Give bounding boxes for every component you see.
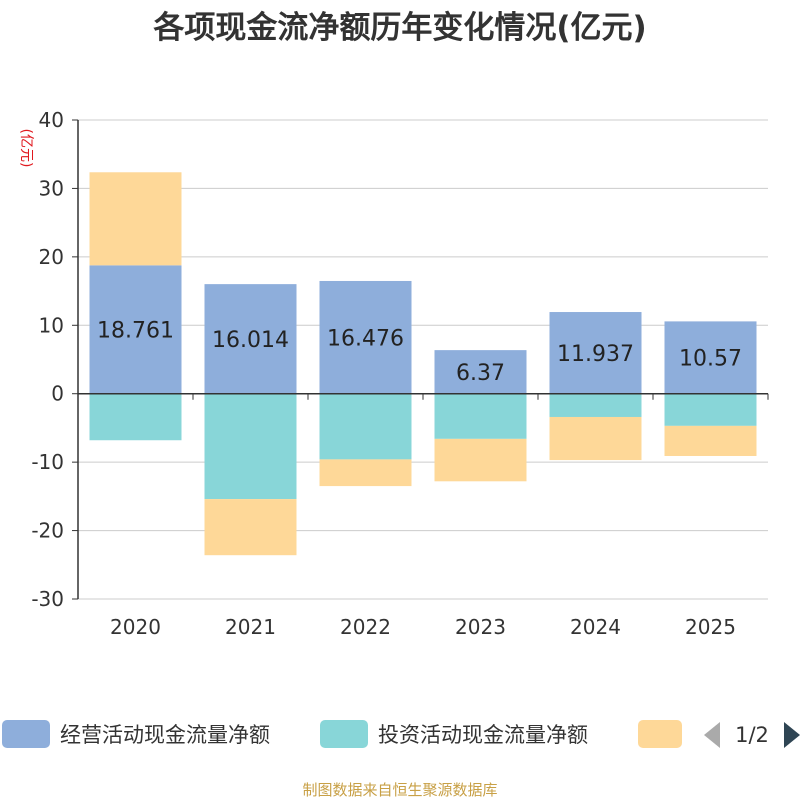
bar-labels: 18.761 16.014 16.476 6.37 11.937 10.57: [97, 319, 742, 386]
x-tick-label: 2023: [455, 615, 506, 639]
x-tick-label: 2024: [570, 615, 621, 639]
legend-swatch-financing[interactable]: [638, 720, 682, 748]
bar-2025-series-2[interactable]: [664, 425, 757, 456]
bar-2020-series-1[interactable]: [89, 393, 182, 441]
legend-next-icon[interactable]: [784, 722, 800, 748]
y-tick-label: -30: [31, 587, 64, 611]
bar-2022-series-2[interactable]: [319, 459, 412, 487]
bar-2024-series-0[interactable]: [549, 312, 642, 394]
x-tick-label: 2022: [340, 615, 391, 639]
y-tick-label: -10: [31, 450, 64, 474]
bar-value-label: 16.476: [327, 326, 404, 351]
bar-value-label: 6.37: [456, 361, 505, 386]
y-tick-label: 20: [39, 245, 64, 269]
y-tick-label: 10: [39, 313, 64, 337]
bar-2022-series-0[interactable]: [319, 280, 412, 394]
x-tick-label: 2020: [110, 615, 161, 639]
bar-2025-series-1[interactable]: [664, 393, 757, 426]
y-tick-label: -20: [31, 519, 64, 543]
bar-2022-series-1[interactable]: [319, 393, 412, 460]
axes: [72, 119, 769, 600]
bar-2021-series-0[interactable]: [204, 284, 297, 394]
bar-value-label: 10.57: [679, 347, 742, 372]
legend-page-indicator: 1/2: [735, 723, 769, 747]
legend: 经营活动现金流量净额 投资活动现金流量净额 1/2: [2, 720, 800, 748]
y-tick-label: 40: [39, 108, 64, 132]
legend-swatch-investing[interactable]: [320, 720, 368, 748]
legend-prev-icon[interactable]: [704, 722, 720, 748]
y-tick-label: 30: [39, 176, 64, 200]
bar-2023-series-1[interactable]: [434, 393, 527, 439]
bar-2020-series-0[interactable]: [89, 265, 182, 394]
y-axis-label: (亿元): [18, 129, 34, 168]
legend-label-investing[interactable]: 投资活动现金流量净额: [378, 723, 588, 747]
bars: [89, 172, 757, 556]
bar-value-label: 18.761: [97, 319, 174, 344]
chart-title: 各项现金流净额历年变化情况(亿元): [152, 10, 646, 46]
bar-value-label: 11.937: [557, 342, 634, 367]
bar-2021-series-2[interactable]: [204, 499, 297, 556]
y-tick-label: 0: [51, 382, 64, 406]
bar-2023-series-0[interactable]: [434, 350, 527, 394]
x-tick-label: 2025: [685, 615, 736, 639]
bar-2021-series-1[interactable]: [204, 393, 297, 500]
data-source: 制图数据来自恒生聚源数据库: [302, 781, 497, 799]
bar-2020-series-2[interactable]: [89, 172, 182, 266]
bar-2023-series-2[interactable]: [434, 438, 527, 482]
legend-swatch-operating[interactable]: [2, 720, 50, 748]
bar-2024-series-1[interactable]: [549, 393, 642, 417]
x-tick-label: 2021: [225, 615, 276, 639]
bar-value-label: 16.014: [212, 328, 289, 353]
tick-labels: 40 30 20 10 0 -10 -20 -30 2020 2021 2022 2023 2024 20…: [31, 108, 736, 639]
bar-2025-series-0[interactable]: [664, 321, 757, 394]
bar-2024-series-2[interactable]: [549, 416, 642, 461]
legend-label-operating[interactable]: 经营活动现金流量净额: [60, 723, 270, 747]
